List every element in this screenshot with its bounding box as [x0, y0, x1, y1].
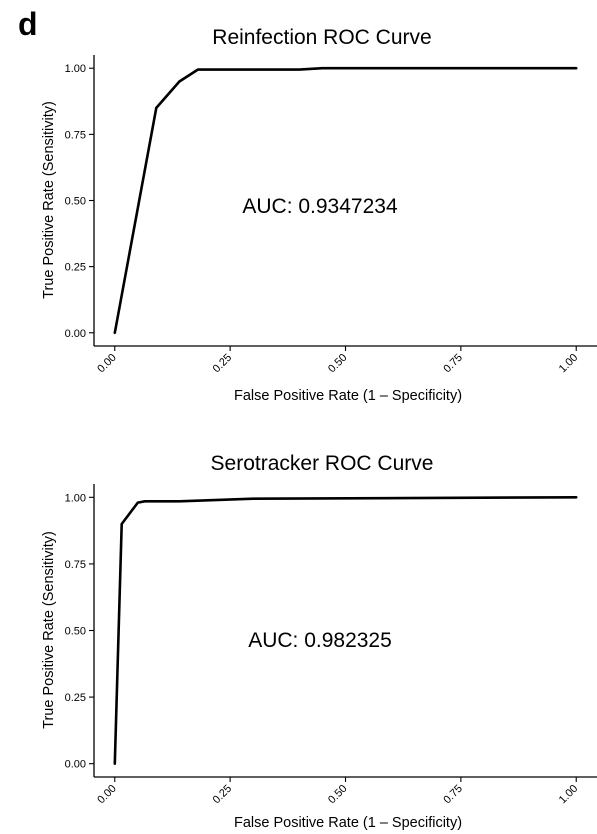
x-axis-title: False Positive Rate (1 – Specificity) [234, 815, 462, 831]
x-tick-label: 1.00 [557, 783, 581, 807]
y-axis-title: True Positive Rate (Sensitivity) [41, 531, 57, 729]
roc-chart-1: Reinfection ROC Curve 0.00 0.25 0.50 0.75 1.0… [41, 26, 597, 404]
roc-chart-2: Serotracker ROC Curve 0.00 0.25 0.50 0.75 1.0… [41, 452, 597, 831]
x-tick-label: 0.75 [441, 352, 465, 376]
auc-annotation: AUC: 0.9347234 [242, 195, 398, 218]
x-tick-label: 0.75 [441, 783, 465, 807]
y-axis-title: True Positive Rate (Sensitivity) [41, 101, 57, 299]
x-tick-label: 0.25 [211, 783, 235, 807]
y-tick-label: 0.75 [65, 559, 86, 571]
x-tick-label: 0.00 [95, 352, 119, 376]
x-axis-title: False Positive Rate (1 – Specificity) [234, 388, 462, 404]
chart-title: Serotracker ROC Curve [211, 452, 434, 475]
roc-curve-line [113, 495, 578, 766]
y-tick-label: 0.50 [65, 196, 86, 208]
panel-label: d [18, 6, 38, 42]
roc-curve-line [113, 66, 578, 335]
y-tick-label: 0.75 [65, 129, 86, 141]
y-tick-label: 0.00 [65, 759, 86, 771]
chart-title: Reinfection ROC Curve [212, 26, 431, 49]
y-tick-label: 0.25 [65, 692, 86, 704]
y-tick-label: 0.50 [65, 626, 86, 638]
y-tick-label: 0.25 [65, 262, 86, 274]
y-tick-label: 1.00 [65, 492, 86, 504]
y-tick-label: 1.00 [65, 63, 86, 75]
x-tick-label: 0.50 [326, 352, 350, 376]
x-tick-label: 0.25 [211, 352, 235, 376]
x-tick-label: 1.00 [557, 352, 581, 376]
y-tick-label: 0.00 [65, 328, 86, 340]
auc-annotation: AUC: 0.982325 [248, 629, 392, 652]
charts-container: Reinfection ROC Curve 0.00 0.25 0.50 0.75 1.0… [41, 26, 597, 831]
x-tick-label: 0.50 [326, 783, 350, 807]
x-tick-label: 0.00 [95, 783, 119, 807]
